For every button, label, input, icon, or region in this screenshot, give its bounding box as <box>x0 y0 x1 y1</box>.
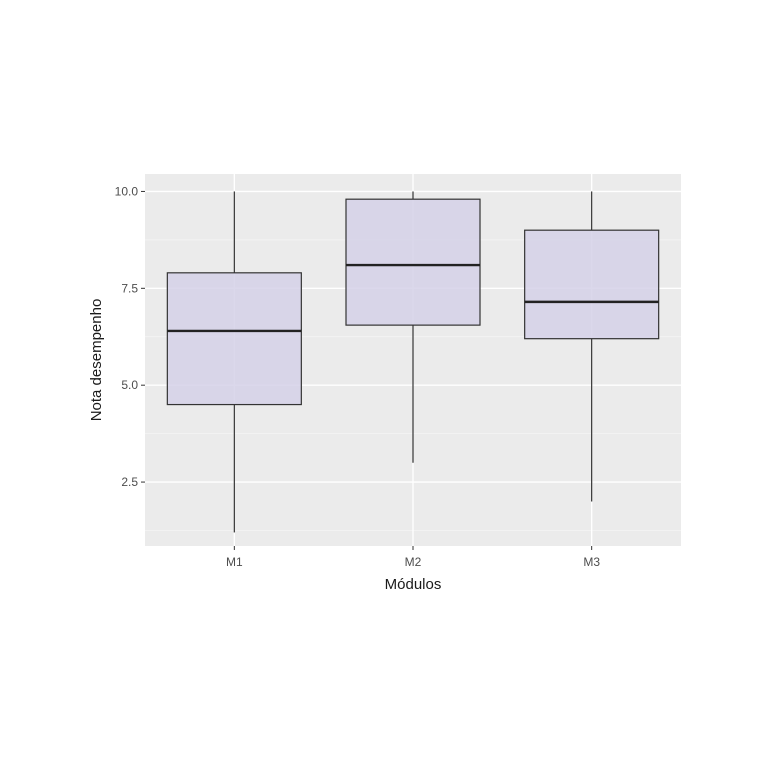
box-M1 <box>166 191 302 533</box>
y-axis-ticks: 2.5 5.0 7.5 10.0 <box>115 184 145 489</box>
box-M3 <box>524 191 660 502</box>
x-tick-label-1: M2 <box>405 555 422 569</box>
x-axis-ticks: M1 M2 M3 <box>226 546 600 569</box>
y-tick-label-1: 5.0 <box>121 378 138 392</box>
box-body <box>166 272 302 406</box>
y-tick-label-3: 10.0 <box>115 184 139 198</box>
x-tick-label-2: M3 <box>583 555 600 569</box>
x-axis-title: Módulos <box>385 576 442 593</box>
box-M2 <box>345 191 481 463</box>
y-axis-title: Nota desempenho <box>88 299 105 422</box>
boxes <box>166 191 660 533</box>
box-body <box>345 198 481 326</box>
y-tick-label-0: 2.5 <box>121 475 138 489</box>
y-tick-label-2: 7.5 <box>121 281 138 295</box>
box-body <box>524 229 660 340</box>
x-tick-label-0: M1 <box>226 555 243 569</box>
